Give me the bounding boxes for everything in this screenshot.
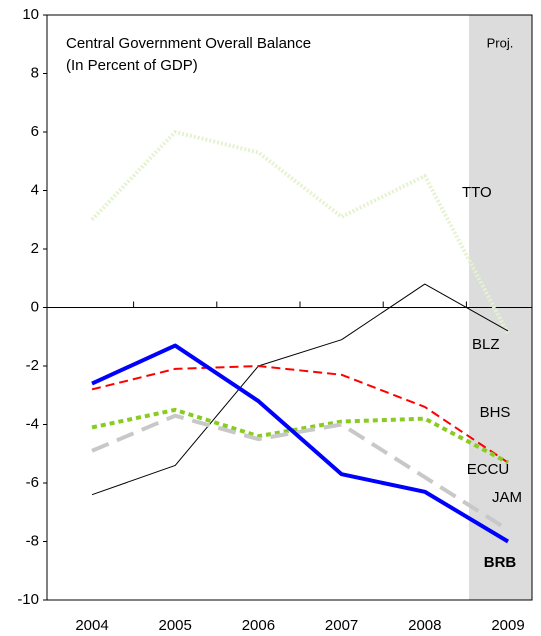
series-line bbox=[91, 365, 509, 464]
x-tick-label: 2006 bbox=[242, 617, 275, 634]
series-label: JAM bbox=[492, 489, 522, 506]
y-tick-label: -6 bbox=[26, 474, 39, 491]
series-label: ECCU bbox=[467, 461, 510, 478]
y-tick-label: 0 bbox=[31, 298, 39, 315]
series-line bbox=[91, 413, 510, 532]
chart-title: Central Government Overall Balance bbox=[66, 35, 311, 52]
y-tick-label: -2 bbox=[26, 357, 39, 374]
x-tick-label: 2009 bbox=[491, 617, 524, 634]
y-tick-label: 8 bbox=[31, 64, 39, 81]
x-tick-label: 2008 bbox=[408, 617, 441, 634]
series-label: BLZ bbox=[472, 336, 500, 353]
series-line bbox=[90, 130, 510, 335]
series-line bbox=[91, 283, 509, 496]
y-tick-label: -4 bbox=[26, 415, 39, 432]
y-tick-label: 10 bbox=[22, 6, 39, 23]
series-label: TTO bbox=[462, 184, 492, 201]
x-tick-label: 2005 bbox=[159, 617, 192, 634]
series-label: BHS bbox=[480, 404, 511, 421]
y-tick-label: -8 bbox=[26, 532, 39, 549]
chart-subtitle: (In Percent of GDP) bbox=[66, 57, 198, 74]
y-tick-label: 2 bbox=[31, 240, 39, 257]
series-label: BRB bbox=[484, 554, 517, 571]
x-tick-label: 2004 bbox=[75, 617, 108, 634]
series-line bbox=[91, 343, 510, 544]
y-tick-label: 4 bbox=[31, 181, 39, 198]
x-tick-label: 2007 bbox=[325, 617, 358, 634]
projection-label: Proj. bbox=[487, 35, 514, 50]
y-tick-label: 6 bbox=[31, 123, 39, 140]
series-line bbox=[91, 407, 509, 465]
y-tick-label: -10 bbox=[17, 591, 39, 608]
